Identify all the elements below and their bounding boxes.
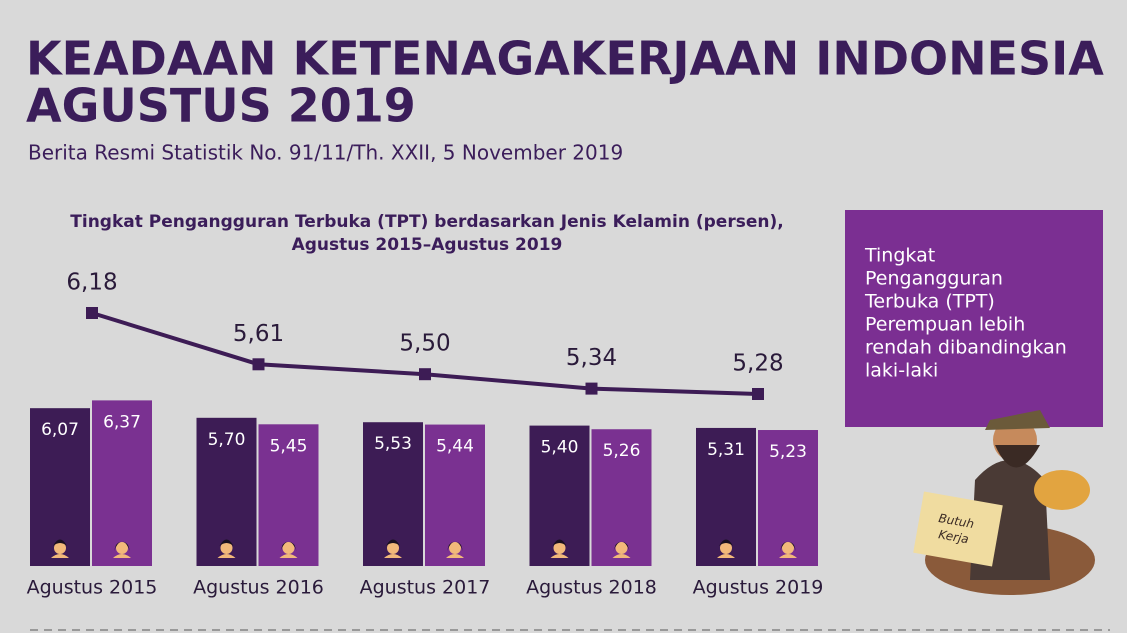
title-line: AGUSTUS 2019: [26, 79, 416, 133]
callout-box: [845, 210, 1103, 427]
bar-value-label: 5,70: [208, 430, 246, 450]
illustration: Butuh Kerja: [913, 410, 1095, 595]
callout-text: Tingkat: [864, 245, 935, 267]
x-tick-label: Agustus 2017: [360, 577, 491, 599]
bar-value-label: 6,07: [41, 420, 79, 440]
person-icon: [612, 554, 631, 558]
person-icon: [53, 539, 67, 546]
bar-value-label: 6,37: [103, 412, 141, 432]
x-tick-label: Agustus 2018: [526, 577, 657, 599]
person-icon: [615, 542, 628, 554]
line-point: [419, 368, 431, 381]
person-icon: [447, 541, 463, 551]
callout-text: Pengangguran: [865, 268, 1003, 290]
person-icon: [279, 554, 298, 558]
x-tick-label: Agustus 2019: [693, 577, 824, 599]
person-icon: [54, 542, 66, 554]
person-icon: [51, 554, 69, 558]
person-icon: [220, 542, 233, 554]
chart-title: Agustus 2015–Agustus 2019: [292, 235, 563, 255]
line-value-label: 5,50: [399, 331, 450, 357]
bar-value-label: 5,44: [436, 437, 474, 457]
person-icon: [116, 542, 128, 554]
line-point: [252, 358, 265, 371]
subtitle: Berita Resmi Statistik No. 91/11/Th. XXI…: [28, 141, 623, 165]
callout-text: rendah dibandingkan: [865, 337, 1067, 359]
x-tick-label: Agustus 2015: [27, 577, 158, 599]
line-point: [585, 382, 598, 395]
sign: [913, 491, 1003, 567]
line-value-label: 5,34: [566, 345, 617, 371]
person-icon: [280, 541, 297, 551]
person-icon: [446, 554, 464, 558]
bar-value-label: 5,26: [603, 441, 641, 461]
person-icon: [113, 554, 131, 558]
person-icon: [550, 554, 569, 558]
person-icon: [386, 539, 400, 546]
bar-value-label: 5,40: [541, 438, 579, 458]
callout-text: Perempuan lebih: [865, 314, 1025, 336]
line-value-label: 5,61: [233, 321, 284, 347]
bar-value-label: 5,45: [270, 436, 308, 456]
callout-text: laki-laki: [865, 360, 938, 382]
person-icon: [217, 554, 236, 558]
bag: [1034, 470, 1090, 510]
line-value-label: 5,28: [732, 351, 783, 377]
person-icon: [219, 539, 234, 546]
callout-text: Terbuka (TPT): [864, 291, 995, 313]
person-icon: [779, 554, 797, 558]
person-icon: [780, 541, 796, 551]
person-icon: [719, 539, 733, 546]
x-tick-label: Agustus 2016: [193, 577, 324, 599]
person-icon: [552, 539, 567, 546]
chart-title: Tingkat Pengangguran Terbuka (TPT) berda…: [70, 212, 783, 232]
sign-text: Kerja: [937, 527, 969, 546]
person-icon: [613, 541, 630, 551]
person-icon: [720, 542, 732, 554]
line-point: [86, 307, 98, 319]
person-icon: [114, 541, 130, 551]
person-icon: [282, 542, 295, 554]
person-icon: [782, 542, 794, 554]
beard: [995, 445, 1040, 468]
person-icon: [449, 542, 461, 554]
line-value-label: 6,18: [66, 270, 117, 296]
bar: [92, 400, 152, 566]
bar-value-label: 5,23: [769, 442, 807, 462]
person-icon: [553, 542, 566, 554]
line-point: [752, 388, 764, 400]
bar-value-label: 5,53: [374, 434, 412, 454]
person-icon: [384, 554, 402, 558]
person-icon: [717, 554, 735, 558]
person-icon: [387, 542, 399, 554]
title-line: KEADAAN KETENAGAKERJAAN INDONESIA: [26, 32, 1104, 86]
bar-value-label: 5,31: [707, 440, 745, 460]
hat: [985, 410, 1050, 430]
sign-text: Butuh: [938, 511, 976, 531]
